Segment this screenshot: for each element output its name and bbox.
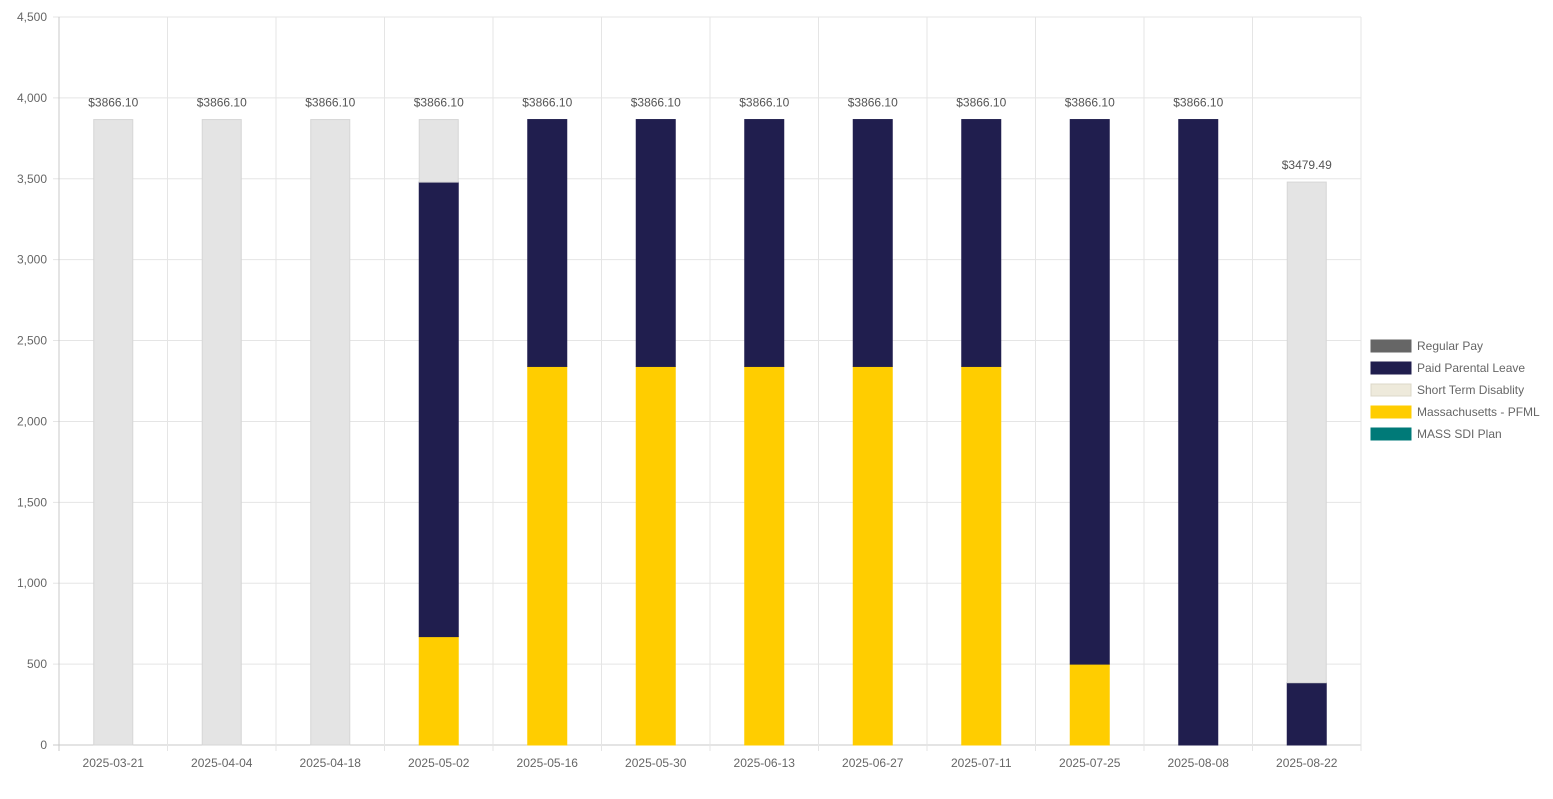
- bar-total-label: $3866.10: [88, 96, 138, 110]
- x-tick-label: 2025-05-16: [517, 756, 579, 770]
- legend: Regular Pay Paid Parental Leave Short Term…: [1370, 339, 1540, 441]
- bar-segment: [418, 181, 459, 638]
- legend-swatch: [1370, 405, 1412, 419]
- bar-segment: [635, 119, 676, 367]
- y-tick-label: 3,500: [17, 172, 47, 186]
- y-tick-label: 4,500: [17, 10, 47, 24]
- bar-total-label: $3866.10: [739, 96, 789, 110]
- y-tick-label: 0: [40, 738, 47, 752]
- bar-total-label: $3479.49: [1282, 158, 1332, 172]
- bar-total-label: $3866.10: [848, 96, 898, 110]
- y-tick-label: 2,500: [17, 334, 47, 348]
- bar-segment: [418, 636, 459, 746]
- x-tick-label: 2025-06-13: [734, 756, 796, 770]
- bar-total-label: $3866.10: [522, 96, 572, 110]
- legend-item-label: Paid Parental Leave: [1417, 361, 1525, 375]
- bar-segment: [961, 365, 1002, 746]
- bar-segment: [527, 365, 568, 746]
- bar-segment: [418, 119, 459, 183]
- x-tick-label: 2025-05-02: [408, 756, 470, 770]
- y-tick-label: 1,500: [17, 495, 47, 509]
- x-tick-label: 2025-07-25: [1059, 756, 1121, 770]
- bar-segment: [527, 119, 568, 367]
- bar-segment: [310, 119, 351, 746]
- bar-segment: [1286, 682, 1327, 746]
- bar-segment: [635, 365, 676, 746]
- bar-segment: [1069, 663, 1110, 746]
- bar-layer: [93, 119, 1327, 746]
- x-tick-label: 2025-04-04: [191, 756, 253, 770]
- bar-total-label: $3866.10: [197, 96, 247, 110]
- axis-layer: 0 500 1,000 1,500 2,000 2,500 3,000 3,500 4,000 4…: [17, 10, 1338, 770]
- x-tick-label: 2025-08-08: [1168, 756, 1230, 770]
- y-tick-label: 500: [27, 657, 47, 671]
- bar-segment: [201, 119, 242, 746]
- legend-item-label: Massachusetts - PFML: [1417, 405, 1540, 419]
- y-tick-label: 4,000: [17, 91, 47, 105]
- x-tick-label: 2025-07-11: [951, 756, 1012, 770]
- y-tick-label: 3,000: [17, 253, 47, 267]
- x-tick-label: 2025-05-30: [625, 756, 687, 770]
- bar-segment: [744, 119, 785, 367]
- bar-total-label: $3866.10: [414, 96, 464, 110]
- legend-item-label: Short Term Disablity: [1417, 383, 1524, 397]
- bar-segment: [852, 365, 893, 746]
- y-tick-label: 2,000: [17, 414, 47, 428]
- bar-segment: [93, 119, 134, 746]
- label-layer: $3866.10 $3866.10 $3866.10 $3866.10 $3866.10…: [88, 96, 1332, 173]
- x-tick-label: 2025-08-22: [1276, 756, 1338, 770]
- legend-item-label: MASS SDI Plan: [1417, 427, 1502, 441]
- bar-segment: [744, 365, 785, 746]
- bar-segment: [961, 119, 1002, 367]
- bar-total-label: $3866.10: [305, 96, 355, 110]
- bar-total-label: $3866.10: [956, 96, 1006, 110]
- bar-segment: [852, 119, 893, 367]
- bar-segment: [1286, 181, 1327, 684]
- legend-swatch: [1370, 383, 1412, 397]
- bar-total-label: $3866.10: [631, 96, 681, 110]
- bar-total-label: $3866.10: [1173, 96, 1223, 110]
- x-tick-label: 2025-06-27: [842, 756, 904, 770]
- x-tick-label: 2025-04-18: [300, 756, 362, 770]
- legend-swatch: [1370, 427, 1412, 441]
- legend-item-label: Regular Pay: [1417, 339, 1483, 353]
- bar-segment: [1178, 119, 1219, 746]
- grid-layer: [53, 16, 1362, 751]
- x-tick-label: 2025-03-21: [83, 756, 145, 770]
- bar-segment: [1069, 119, 1110, 665]
- legend-swatch: [1370, 361, 1412, 375]
- bar-total-label: $3866.10: [1065, 96, 1115, 110]
- legend-swatch: [1370, 339, 1412, 353]
- y-tick-label: 1,000: [17, 576, 47, 590]
